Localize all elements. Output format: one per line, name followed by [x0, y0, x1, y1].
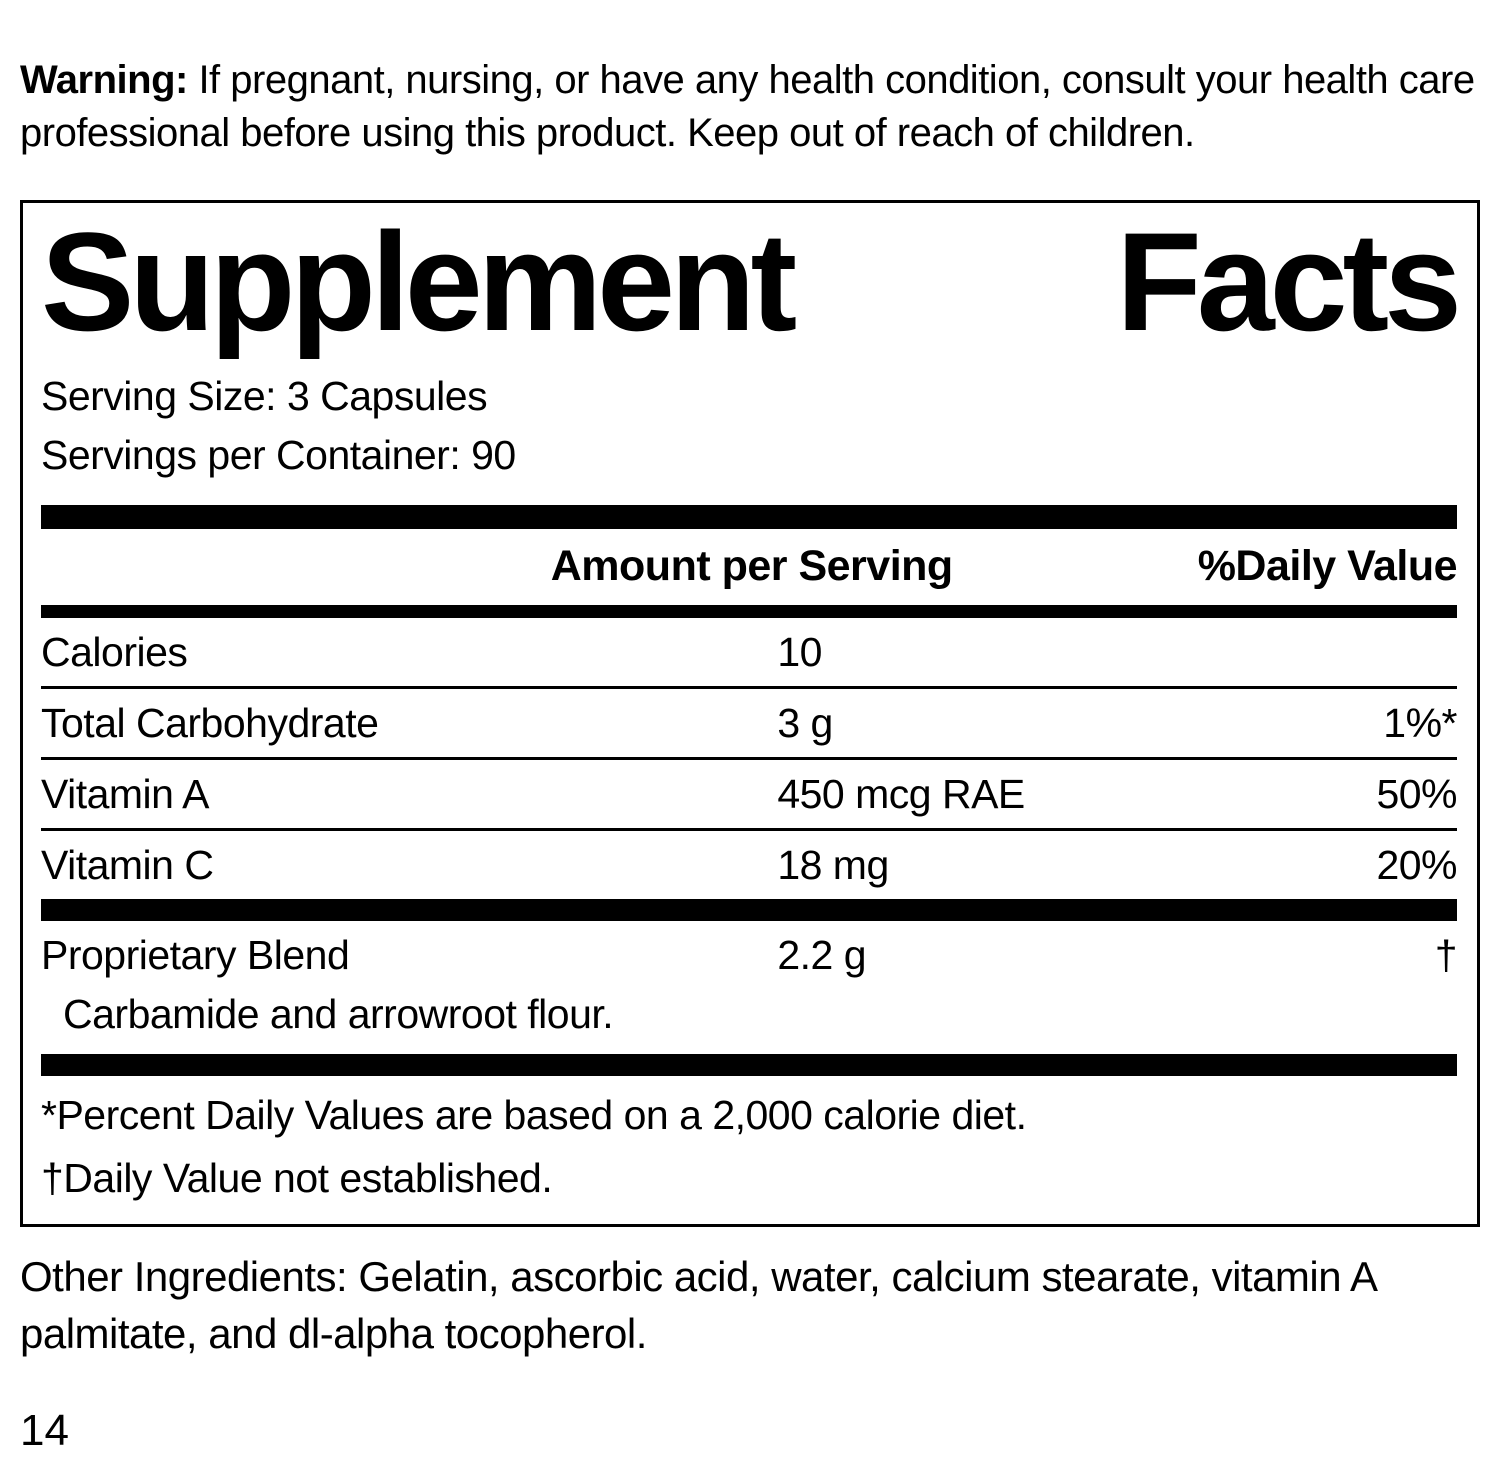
- table-header: Amount per Serving %Daily Value: [41, 529, 1458, 605]
- table-row-vitamin-c: Vitamin C 18 mg 20%: [41, 831, 1457, 899]
- row-rule: [41, 757, 1457, 761]
- nutrient-name: Total Carbohydrate: [41, 700, 379, 747]
- nutrient-dv: 1%*: [1383, 700, 1457, 747]
- nutrient-amount: 10: [777, 629, 822, 676]
- warning-text: If pregnant, nursing, or have any health…: [20, 58, 1475, 155]
- serving-size: Serving Size: 3 Capsules: [41, 373, 488, 420]
- nutrient-amount: 2.2 g: [777, 932, 867, 979]
- nutrient-name: Proprietary Blend: [41, 932, 350, 979]
- warning-label: Warning:: [20, 58, 188, 102]
- panel-title: Supplement Facts: [41, 202, 1462, 360]
- row-rule: [41, 686, 1457, 690]
- blend-description: Carbamide and arrowroot flour.: [63, 991, 614, 1038]
- nutrient-dv: 20%: [1376, 842, 1457, 889]
- divider-bar-bottom: [41, 1054, 1457, 1077]
- panel-title-word-supplement: Supplement: [41, 202, 797, 360]
- servings-per-container: Servings per Container: 90: [41, 432, 516, 479]
- divider-bar-vitamins: [41, 899, 1457, 922]
- table-row-total-carbohydrate: Total Carbohydrate 3 g 1%*: [41, 689, 1457, 757]
- nutrient-amount: 450 mcg RAE: [777, 771, 1025, 818]
- footnote-percent-daily-values: *Percent Daily Values are based on a 2,0…: [41, 1092, 1027, 1139]
- warning-paragraph: Warning: If pregnant, nursing, or have a…: [20, 54, 1475, 160]
- footnote-daily-value-not-established: †Daily Value not established.: [41, 1155, 553, 1202]
- divider-bar-top: [41, 505, 1457, 530]
- nutrient-dv: 50%: [1376, 771, 1457, 818]
- nutrient-name: Vitamin C: [41, 842, 214, 889]
- nutrient-amount: 18 mg: [777, 842, 889, 889]
- page-number: 14: [20, 1405, 69, 1455]
- row-rule: [41, 828, 1457, 832]
- panel-title-word-facts: Facts: [1116, 202, 1462, 360]
- table-row-calories: Calories 10: [41, 618, 1457, 686]
- divider-bar-header: [41, 605, 1457, 619]
- nutrient-name: Vitamin A: [41, 771, 209, 818]
- nutrient-dv: †: [1434, 932, 1458, 979]
- table-row-vitamin-a: Vitamin A 450 mcg RAE 50%: [41, 760, 1457, 828]
- nutrient-name: Calories: [41, 629, 188, 676]
- supplement-facts-panel: Supplement Facts Serving Size: 3 Capsule…: [20, 199, 1480, 1228]
- daily-value-header: %Daily Value: [1197, 542, 1458, 591]
- other-ingredients: Other Ingredients: Gelatin, ascorbic aci…: [20, 1253, 1376, 1357]
- table-row-proprietary-blend: Proprietary Blend 2.2 g †: [41, 921, 1458, 989]
- nutrient-amount: 3 g: [777, 700, 833, 747]
- amount-per-serving-header: Amount per Serving: [550, 542, 953, 591]
